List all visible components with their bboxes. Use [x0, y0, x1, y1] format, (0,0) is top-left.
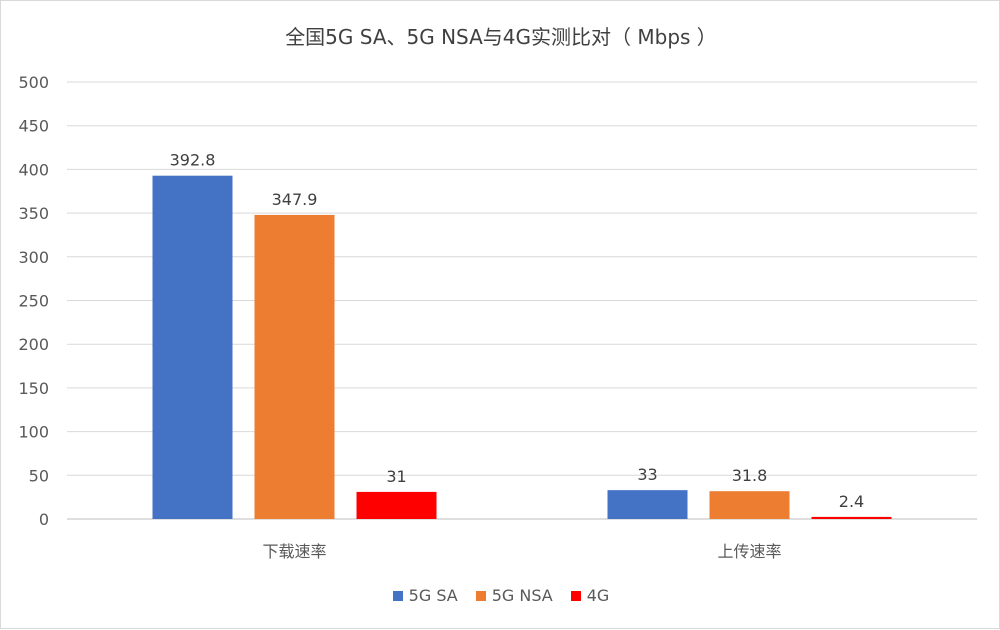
- x-tick-label: 下载速率: [262, 542, 326, 561]
- y-tick-label: 200: [18, 335, 49, 354]
- data-label: 33: [637, 465, 657, 484]
- y-tick-label: 300: [18, 248, 49, 267]
- y-tick-label: 100: [18, 423, 49, 442]
- legend-swatch-5g-nsa: [475, 590, 486, 601]
- data-label: 31.8: [732, 466, 768, 485]
- bar-5g-nsa: [254, 214, 335, 519]
- bar-5g-sa: [152, 175, 233, 519]
- legend-item-4g: 4G: [570, 586, 610, 605]
- legend-item-5g-nsa: 5G NSA: [475, 586, 553, 605]
- bar-4g: [811, 516, 892, 519]
- y-tick-label: 0: [39, 510, 49, 529]
- data-label: 31: [386, 467, 406, 486]
- y-tick-label: 500: [18, 73, 49, 92]
- legend-label-5g-nsa: 5G NSA: [491, 586, 553, 605]
- y-tick-label: 400: [18, 160, 49, 179]
- x-tick-label: 上传速率: [717, 542, 781, 561]
- legend-swatch-5g-sa: [392, 590, 403, 601]
- chart-title: 全国5G SA、5G NSA与4G实测比对（ Mbps ）: [285, 25, 717, 49]
- y-tick-label: 450: [18, 117, 49, 136]
- y-tick-label: 150: [18, 379, 49, 398]
- bar-5g-sa: [607, 490, 688, 519]
- y-tick-label: 50: [29, 466, 49, 485]
- data-label: 392.8: [170, 151, 216, 170]
- legend-item-5g-sa: 5G SA: [392, 586, 458, 605]
- legend: 5G SA 5G NSA 4G: [1, 586, 1000, 605]
- legend-label-4g: 4G: [586, 586, 610, 605]
- bar-4g: [356, 491, 437, 519]
- y-tick-label: 250: [18, 292, 49, 311]
- legend-swatch-4g: [570, 590, 581, 601]
- legend-label-5g-sa: 5G SA: [408, 586, 458, 605]
- data-label: 347.9: [272, 190, 318, 209]
- y-tick-label: 350: [18, 204, 49, 223]
- bar-5g-nsa: [709, 491, 790, 519]
- data-label: 2.4: [839, 492, 864, 511]
